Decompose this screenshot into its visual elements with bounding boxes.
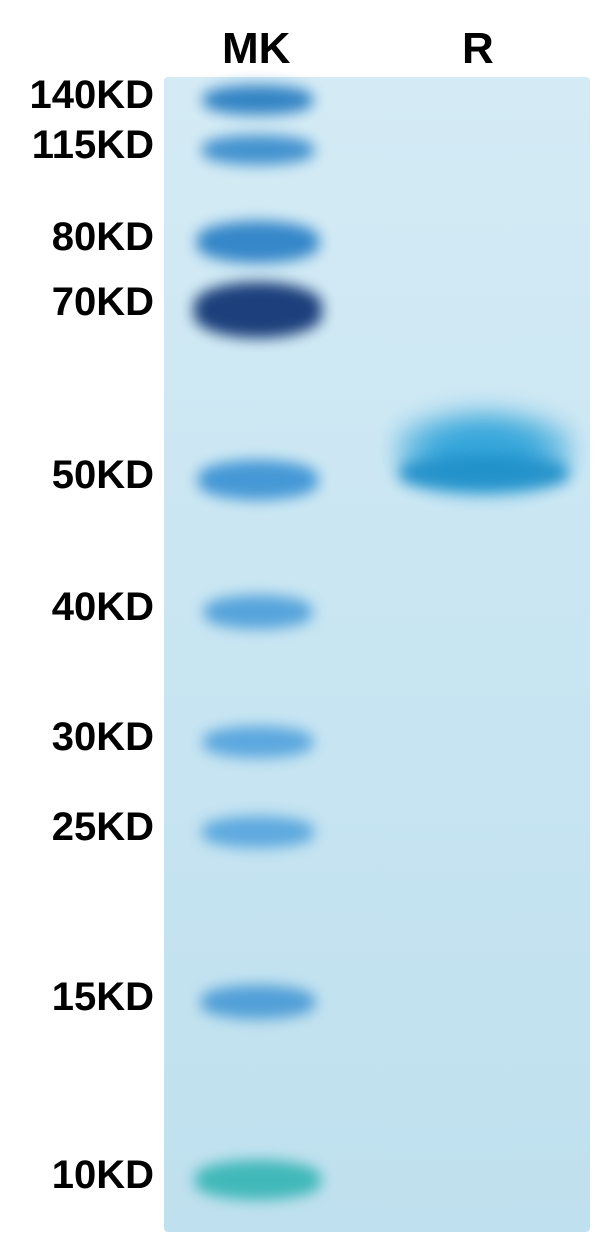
marker-band xyxy=(203,85,313,115)
marker-band xyxy=(204,595,312,629)
marker-band xyxy=(197,221,319,263)
marker-band xyxy=(202,816,314,848)
marker-band xyxy=(201,985,315,1019)
mw-label: 80KD xyxy=(52,215,154,260)
mw-label: 30KD xyxy=(52,715,154,760)
mw-label: 140KD xyxy=(29,73,154,118)
mw-label: 40KD xyxy=(52,585,154,630)
marker-band xyxy=(195,1160,321,1200)
marker-band xyxy=(194,282,322,338)
gel-image: MK R xyxy=(164,32,590,1232)
mw-label: 25KD xyxy=(52,805,154,850)
lane-header-marker: MK xyxy=(222,24,290,74)
sample-band-core xyxy=(400,455,568,491)
marker-band xyxy=(203,726,313,758)
marker-band xyxy=(202,135,314,165)
mw-label: 50KD xyxy=(52,453,154,498)
mw-label: 15KD xyxy=(52,975,154,1020)
mw-label: 70KD xyxy=(52,280,154,325)
mw-label: 10KD xyxy=(52,1153,154,1198)
marker-band xyxy=(198,460,318,500)
mw-label: 115KD xyxy=(32,123,154,168)
lane-header-sample: R xyxy=(462,24,494,74)
